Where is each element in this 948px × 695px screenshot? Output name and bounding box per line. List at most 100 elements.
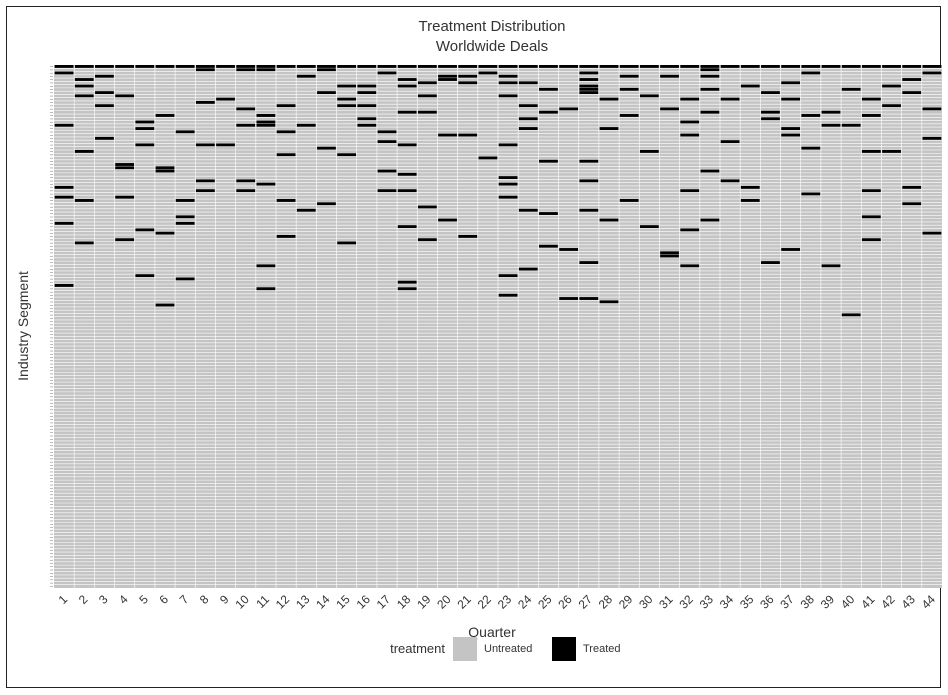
treated-cell <box>518 127 538 130</box>
treated-cell <box>357 84 377 88</box>
treated-cell <box>155 166 175 170</box>
treated-cell <box>458 65 478 68</box>
treated-cell <box>337 241 357 245</box>
x-axis-tick-labels: 1 2 3 4 5 6 7 8 9 10 11 12 13 14 15 16 17 18 19 20 21 22 23 24 2… <box>56 592 939 612</box>
treated-cell <box>357 65 377 68</box>
x-tick-label: 23 <box>495 592 515 612</box>
x-tick-label: 40 <box>838 592 858 612</box>
treated-cell <box>579 179 599 183</box>
x-tick-label: 30 <box>636 592 656 612</box>
treated-cell <box>902 185 922 189</box>
treated-cell <box>781 127 801 130</box>
treated-cell <box>720 97 740 101</box>
treated-cell <box>458 81 478 85</box>
treated-cell <box>54 123 74 127</box>
treated-cell <box>195 189 215 193</box>
x-tick-label: 28 <box>596 592 616 612</box>
treated-cell <box>95 136 114 140</box>
treated-cell <box>296 123 316 127</box>
x-tick-label: 43 <box>898 592 918 612</box>
treated-cell <box>115 195 135 199</box>
treated-cell <box>276 65 296 68</box>
treated-cell <box>680 120 700 124</box>
treated-cell <box>922 136 942 140</box>
treated-cell <box>579 297 599 300</box>
treated-cell <box>357 117 377 121</box>
treated-cell <box>357 123 377 127</box>
treated-cell <box>256 182 276 186</box>
treated-cell <box>539 110 558 114</box>
x-tick-label: 14 <box>313 592 333 612</box>
treated-cell <box>579 159 599 163</box>
treated-cell <box>276 104 296 108</box>
treated-cell <box>397 280 417 284</box>
treated-cell <box>801 192 821 196</box>
treated-cell <box>922 231 942 235</box>
treated-cell <box>801 114 821 117</box>
treated-cell <box>155 65 175 68</box>
treated-cell <box>377 140 397 144</box>
y-axis-ticks <box>50 66 53 587</box>
treated-cell <box>579 84 599 88</box>
x-tick-label: 38 <box>798 592 818 612</box>
x-tick-label: 41 <box>858 592 878 612</box>
treated-cell <box>660 74 679 78</box>
x-tick-label: 35 <box>737 592 757 612</box>
treated-cell <box>337 65 357 68</box>
treated-cell <box>296 208 316 212</box>
treated-cell <box>54 221 74 225</box>
treated-cell <box>639 94 659 98</box>
treated-cell <box>337 84 357 88</box>
treated-cell <box>861 189 881 193</box>
treated-cell <box>417 205 437 209</box>
treated-cell <box>902 65 922 68</box>
treated-cell <box>155 231 175 235</box>
treated-cell <box>115 94 135 98</box>
treated-cell <box>498 143 518 147</box>
x-tick-label: 4 <box>116 592 131 607</box>
treated-cell <box>902 202 922 206</box>
treated-cell <box>256 114 276 117</box>
x-axis-label: Quarter <box>468 624 516 640</box>
treated-cell <box>458 234 478 238</box>
tile-grid-lines <box>54 65 942 588</box>
treated-cell <box>498 182 518 186</box>
treated-cell <box>680 264 700 268</box>
treated-cell <box>135 143 155 147</box>
treated-cell <box>135 120 155 124</box>
treated-cell <box>195 143 215 147</box>
treated-cell <box>397 84 417 88</box>
treated-cell <box>740 199 760 202</box>
treated-cell <box>579 71 599 75</box>
treated-cell <box>74 94 94 98</box>
treated-cell <box>579 261 599 264</box>
treated-cell <box>276 130 296 134</box>
treated-cell <box>317 91 336 95</box>
treated-cell <box>579 91 599 95</box>
treated-cell <box>377 71 397 75</box>
x-tick-label: 19 <box>414 592 434 612</box>
treated-cell <box>841 123 861 127</box>
treated-cell <box>74 78 94 81</box>
x-tick-label: 24 <box>515 592 535 612</box>
y-tick-marks <box>50 66 53 587</box>
treated-cell <box>539 65 558 68</box>
treated-cell <box>417 238 437 242</box>
x-tick-label: 37 <box>777 592 797 612</box>
treated-cell <box>175 215 195 219</box>
treated-cell <box>619 199 639 202</box>
x-tick-label: 29 <box>616 592 636 612</box>
treated-cell <box>498 65 518 68</box>
treated-cell <box>639 149 659 153</box>
treated-cell <box>397 143 417 147</box>
treated-cell <box>781 65 801 68</box>
treated-cell <box>397 172 417 176</box>
treated-cell <box>478 71 498 75</box>
treated-cell <box>236 107 256 111</box>
treated-cell <box>317 65 336 68</box>
treated-cell <box>680 133 700 137</box>
treated-cell <box>599 65 619 68</box>
treated-cell <box>761 110 780 114</box>
x-tick-label: 15 <box>333 592 353 612</box>
treated-cell <box>700 74 720 78</box>
